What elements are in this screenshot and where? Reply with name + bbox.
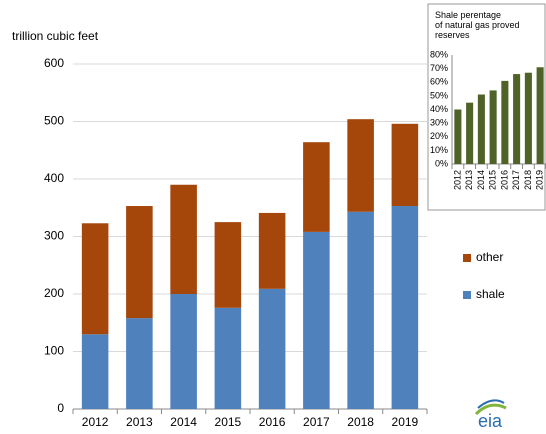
logo: eia [478,411,503,431]
bar [170,294,197,409]
x-tick-label: 2019 [535,170,545,190]
bar [126,206,153,319]
y-tick-label: 600 [44,56,64,70]
y-axis-label: trillion cubic feet [12,29,99,43]
x-tick-label: 2016 [259,415,286,429]
bar [303,231,330,409]
y-tick-label: 0 [57,401,64,415]
y-tick-label: 100 [44,344,64,358]
x-tick-label: 2015 [488,170,498,190]
y-tick-label: 10% [430,145,448,155]
bar [536,67,544,164]
bar [81,223,109,335]
y-tick-label: 70% [430,63,448,73]
bar [214,307,242,409]
x-tick-label: 2013 [126,415,153,429]
legend-swatch [463,254,471,262]
bar [126,318,153,409]
inset-title-line: reserves [435,30,470,40]
x-tick-label: 2012 [452,170,462,190]
bar [477,94,485,164]
y-tick-label: 30% [430,118,448,128]
bar [489,90,497,164]
bar [258,288,286,409]
legend-label: other [476,250,503,264]
bar [501,80,509,164]
bar [454,109,462,164]
bar [391,206,419,409]
bar [170,184,197,294]
bar [81,334,109,409]
x-tick-label: 2014 [476,170,486,190]
y-tick-label: 80% [430,49,448,59]
y-tick-label: 20% [430,131,448,141]
logo-swoosh [477,399,505,409]
y-tick-label: 200 [44,286,64,300]
x-tick-label: 2015 [215,415,242,429]
x-tick-label: 2016 [499,170,509,190]
y-tick-label: 50% [430,90,448,100]
bar [258,212,286,289]
bar [391,123,419,207]
y-tick-label: 500 [44,114,64,128]
bar [347,211,374,409]
y-tick-label: 60% [430,77,448,87]
x-tick-label: 2013 [464,170,474,190]
inset-title-line: Shale perentage [435,10,501,20]
legend-swatch [463,291,471,299]
x-tick-label: 2018 [347,415,374,429]
bar [303,142,330,232]
bar [466,102,474,164]
x-tick-label: 2017 [303,415,330,429]
y-tick-label: 300 [44,229,64,243]
logo-swoosh [474,403,507,416]
y-tick-label: 400 [44,171,64,185]
bar [347,119,374,212]
inset-title: Shale perentage of natural gas proved rese… [435,10,520,40]
x-tick-label: 2017 [511,170,521,190]
x-tick-label: 2014 [170,415,197,429]
legend-label: shale [476,287,505,301]
bar [214,222,242,308]
bar [524,72,532,164]
y-tick-label: 40% [430,104,448,114]
inset-title-line: of natural gas proved [435,20,520,30]
x-tick-label: 2012 [82,415,109,429]
x-tick-label: 2018 [523,170,533,190]
bar [513,74,521,164]
y-tick-label: 0% [435,158,448,168]
x-tick-label: 2019 [392,415,419,429]
